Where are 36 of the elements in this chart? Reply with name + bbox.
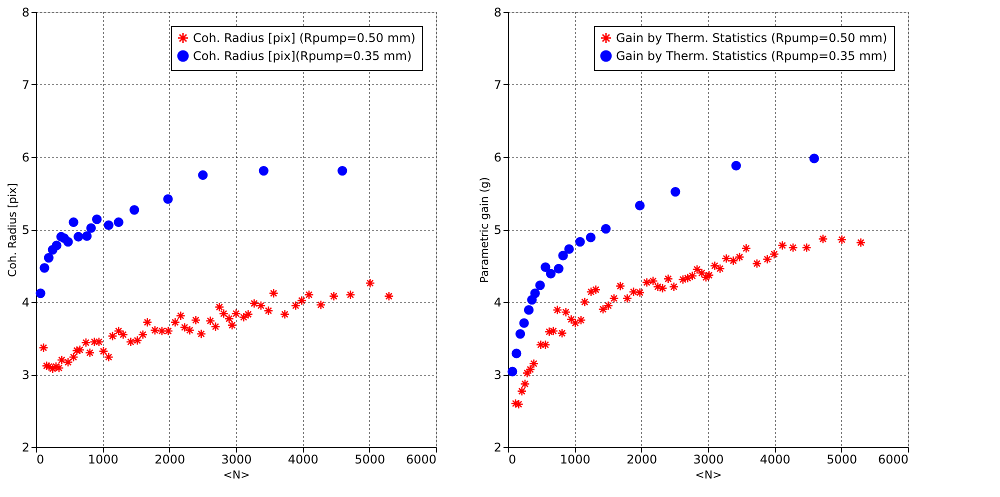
x-tick-label: 5000: [826, 452, 858, 466]
x-axis-title: <N>: [223, 468, 250, 482]
x-tick-label: 6000: [878, 452, 908, 466]
x-tick-label: 4000: [288, 452, 318, 466]
y-axis-title: Coh. Radius [pix]: [6, 183, 19, 277]
legend-label: Coh. Radius [pix] (Rpump=0.50 mm): [193, 31, 416, 45]
x-axis-title: <N>: [695, 468, 722, 482]
y-tick-label: 7: [22, 78, 30, 92]
y-tick-label: 5: [22, 223, 30, 237]
y-tick-label: 4: [22, 296, 30, 310]
y-axis-title: Parametric gain (g): [478, 177, 491, 283]
y-tick-label: 5: [494, 223, 502, 237]
x-tick-label: 2000: [154, 452, 186, 466]
y-tick-label: 4: [494, 296, 502, 310]
y-tick-label: 6: [22, 150, 30, 164]
y-tick-label: 3: [22, 368, 30, 382]
x-tick-label: 1000: [88, 452, 118, 466]
y-tick-label: 2: [22, 440, 30, 454]
x-tick-label: 6000: [406, 452, 436, 466]
y-tick-label: 8: [494, 6, 502, 20]
x-tick-label: 0: [36, 452, 44, 466]
x-tick-label: 5000: [354, 452, 386, 466]
y-tick-label: 2: [494, 440, 502, 454]
x-tick-label: 0: [508, 452, 516, 466]
x-tick-label: 3000: [693, 452, 724, 466]
legend-label: Gain by Therm. Statistics (Rpump=0.50 mm): [616, 31, 888, 45]
y-tick-label: 6: [494, 150, 502, 164]
legend-label: Coh. Radius [pix](Rpump=0.35 mm): [193, 49, 412, 63]
y-tick-label: 8: [22, 6, 30, 20]
x-tick-label: 3000: [221, 452, 252, 466]
y-tick-label: 7: [494, 78, 502, 92]
x-tick-label: 1000: [560, 452, 590, 466]
y-tick-label: 3: [494, 368, 502, 382]
legend-label: Gain by Therm. Statistics (Rpump=0.35 mm): [616, 49, 888, 63]
x-tick-label: 4000: [760, 452, 790, 466]
x-tick-label: 2000: [626, 452, 658, 466]
